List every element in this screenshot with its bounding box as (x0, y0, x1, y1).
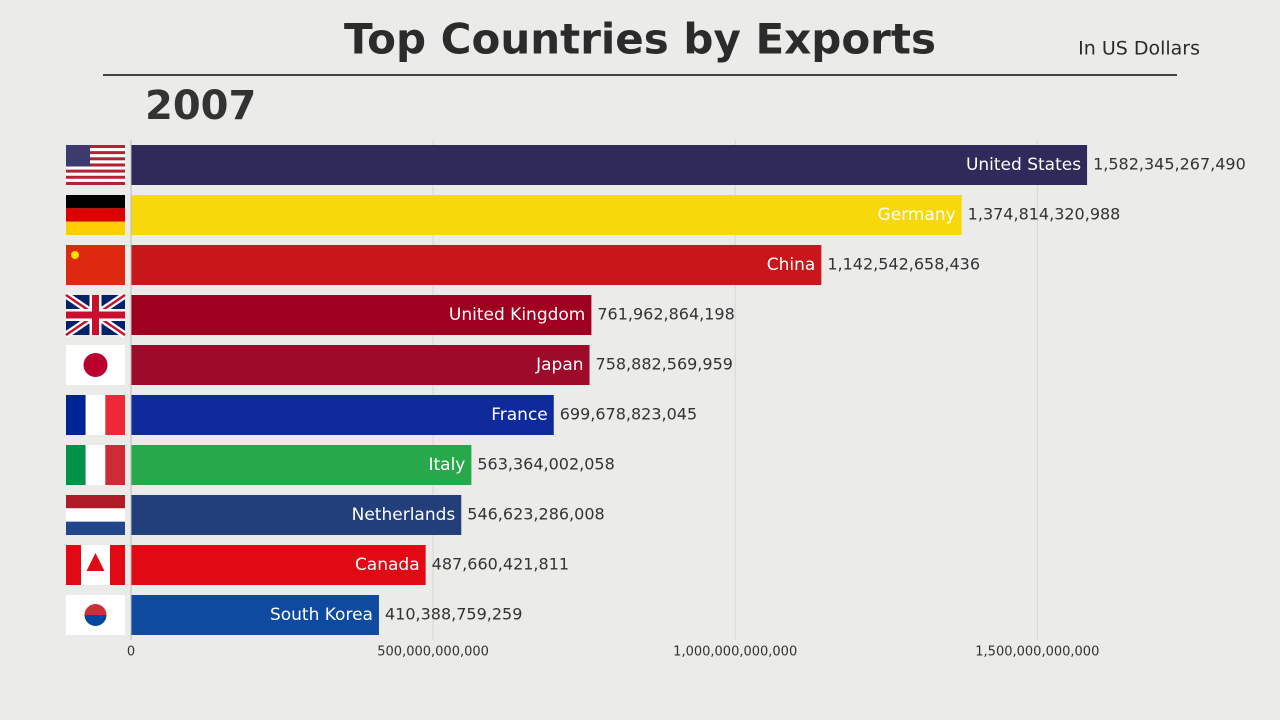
flag (66, 345, 125, 385)
flag-part (71, 251, 79, 259)
flag-part (66, 154, 125, 158)
bar (131, 295, 592, 335)
flag-part (66, 195, 125, 209)
x-tick-label: 1,000,000,000,000 (673, 645, 797, 660)
bar-category-label: Japan (535, 355, 583, 375)
value-label: 546,623,286,008 (467, 505, 604, 524)
bar (131, 445, 472, 485)
bar-category-label: South Korea (270, 605, 373, 625)
flag-part (66, 145, 125, 149)
flag-part (84, 604, 107, 615)
flag-part (66, 521, 125, 535)
bar-category-label: Canada (355, 555, 420, 575)
x-tick-label: 0 (127, 645, 135, 660)
flag-part (66, 545, 81, 585)
bar (131, 495, 462, 535)
flag-part (66, 145, 90, 167)
flag (64, 292, 127, 338)
flag-part (66, 175, 125, 179)
bar (131, 595, 379, 635)
flag-part (85, 445, 106, 485)
value-label: 410,388,759,259 (385, 605, 522, 624)
bar-category-label: China (767, 255, 816, 275)
value-label: 563,364,002,058 (477, 455, 614, 474)
value-label: 761,962,864,198 (597, 305, 734, 324)
value-label: 699,678,823,045 (560, 405, 697, 424)
bar (131, 245, 822, 285)
bar-category-label: United Kingdom (449, 305, 585, 325)
flag-part (66, 178, 125, 182)
flag-part (66, 311, 125, 319)
bar-category-label: Netherlands (352, 505, 456, 525)
flag-part (66, 208, 125, 222)
value-label: 1,374,814,320,988 (968, 205, 1121, 224)
flag-part (66, 181, 125, 185)
flag-part (110, 545, 125, 585)
flag-part (86, 553, 105, 571)
value-label: 1,582,345,267,490 (1093, 155, 1246, 174)
flag-part (66, 166, 125, 170)
flag (66, 445, 125, 485)
flag-part (66, 221, 125, 235)
flag-part (105, 445, 125, 485)
flag-part (66, 157, 125, 161)
chart-subtitle: In US Dollars (1078, 38, 1200, 60)
flag-part (85, 395, 106, 435)
flag (66, 495, 125, 535)
flag (66, 395, 125, 435)
flag-part (66, 172, 125, 176)
flag (66, 145, 125, 185)
bar (131, 345, 590, 385)
flag-part (66, 508, 125, 522)
flag-part (66, 445, 86, 485)
flag-part (66, 160, 125, 164)
flag-part (66, 163, 125, 167)
x-tick-label: 1,500,000,000,000 (975, 645, 1099, 660)
bar-category-label: Italy (428, 455, 465, 475)
flag-part (84, 615, 107, 626)
value-label: 1,142,542,658,436 (827, 255, 980, 274)
flag-part (66, 148, 125, 152)
bar (131, 545, 426, 585)
bar-category-label: United States (966, 155, 1081, 175)
flag (66, 545, 125, 585)
flag (66, 195, 125, 235)
flag-part (66, 495, 125, 509)
bar-category-label: Germany (878, 205, 956, 225)
flag-part (66, 245, 125, 285)
x-tick-label: 500,000,000,000 (377, 645, 489, 660)
chart-title: Top Countries by Exports (344, 15, 936, 64)
bar (131, 195, 962, 235)
value-label: 487,660,421,811 (432, 555, 569, 574)
year-label: 2007 (145, 83, 256, 129)
flag-part (66, 395, 86, 435)
flag (66, 245, 125, 285)
bar (131, 395, 554, 435)
value-label: 758,882,569,959 (596, 355, 733, 374)
bar-category-label: France (491, 405, 548, 425)
flag-part (105, 395, 125, 435)
bar (131, 145, 1088, 185)
flag-part (83, 353, 108, 377)
flag-part (66, 169, 125, 173)
flag (66, 595, 125, 635)
flag-part (66, 151, 125, 155)
